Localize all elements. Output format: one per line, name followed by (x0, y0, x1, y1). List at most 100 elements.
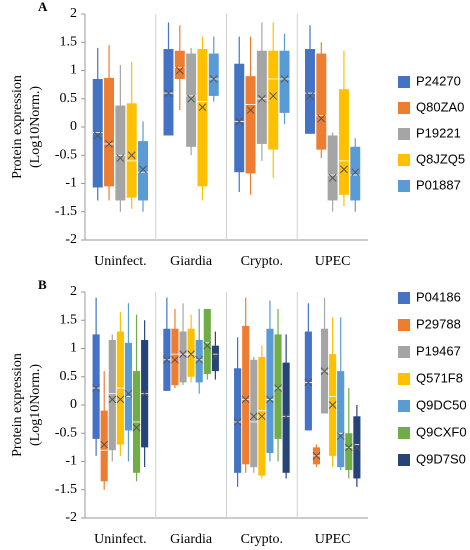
legend-swatch (398, 102, 410, 114)
mean-marker (336, 432, 345, 440)
mean-marker (246, 106, 255, 114)
box (187, 328, 195, 377)
box (350, 146, 361, 201)
y-tick-label: 1 (70, 63, 77, 78)
mean-marker (274, 384, 282, 392)
box (92, 78, 103, 188)
legend-swatch (398, 427, 410, 439)
mean-marker (93, 131, 102, 140)
mean-marker (175, 66, 184, 75)
y-tick-label: 1.5 (60, 312, 78, 327)
box (234, 63, 245, 173)
y-tick-label: -2 (65, 232, 77, 247)
y-tick-label: -1.5 (55, 204, 77, 219)
mean-marker (203, 341, 212, 350)
mean-marker (353, 443, 361, 452)
box (195, 340, 203, 383)
y-axis-label: Protein expression (10, 353, 25, 457)
box (124, 342, 133, 431)
panel-label: B (38, 277, 47, 292)
mean-marker (132, 423, 141, 432)
box (338, 89, 349, 195)
panel: B Protein expression (Log10Norm.) -2 -1.5 -1 -… (10, 277, 466, 547)
panel-label: A (38, 0, 48, 14)
box (234, 368, 242, 473)
mean-marker (258, 412, 266, 421)
mean-marker (211, 353, 220, 361)
legend-swatch (398, 373, 410, 385)
mean-marker (198, 103, 207, 112)
mean-marker (127, 151, 136, 160)
x-tick-label: Crypto. (241, 532, 283, 547)
box (208, 53, 219, 96)
mean-marker (317, 114, 326, 123)
mean-marker (241, 395, 250, 404)
box (345, 433, 353, 470)
y-tick-label: 0 (70, 119, 77, 134)
mean-marker (320, 367, 329, 375)
mean-marker (258, 94, 266, 103)
x-tick-label: Crypto. (241, 254, 283, 269)
legend-label: Q9CXF0 (416, 424, 467, 439)
x-tick-label: Uninfect. (94, 254, 146, 269)
y-tick-label: -0.5 (55, 147, 77, 162)
box (211, 345, 219, 372)
box (104, 77, 115, 187)
mean-marker (351, 168, 360, 177)
box (126, 103, 137, 198)
legend-label: P19221 (416, 125, 461, 140)
box (304, 331, 312, 431)
box (115, 105, 126, 201)
mean-marker (140, 389, 149, 398)
legend-swatch (398, 180, 410, 192)
y-tick-label: 1 (70, 341, 77, 356)
mean-marker (306, 92, 314, 100)
box (337, 371, 345, 468)
x-tick-label: UPEC (315, 532, 351, 547)
legend-swatch (398, 292, 410, 304)
legend-swatch (398, 346, 410, 358)
legend-label: P19467 (416, 343, 461, 358)
mean-marker (282, 412, 290, 421)
legend-swatch (398, 154, 410, 166)
x-tick-label: UPEC (315, 254, 351, 269)
box (100, 410, 108, 482)
mean-marker (233, 418, 242, 426)
legend-label: P29788 (416, 316, 461, 331)
legend-swatch (398, 128, 410, 140)
panel: A Protein expression (Log10Norm.) -2 -1.5 -1 -… (10, 0, 465, 269)
box (327, 135, 338, 201)
box (245, 76, 256, 174)
y-tick-label: -2 (65, 510, 77, 525)
x-tick-label: Giardia (170, 254, 213, 269)
legend-swatch (398, 454, 410, 466)
box (274, 334, 282, 439)
legend-swatch (398, 76, 410, 88)
mean-marker (266, 395, 274, 404)
mean-marker (179, 350, 187, 359)
legend-label: Q9D7S0 (416, 451, 466, 466)
y-tick-label: -1 (65, 454, 77, 469)
mean-marker (344, 443, 353, 452)
box (197, 49, 208, 187)
legend-label: Q80ZA0 (416, 99, 464, 114)
box (268, 50, 279, 150)
mean-marker (249, 412, 258, 421)
legend-swatch (398, 319, 410, 331)
mean-marker (312, 451, 321, 460)
mean-marker (340, 165, 348, 174)
box (242, 325, 250, 465)
box (256, 50, 267, 144)
legend-label: Q9DC50 (416, 397, 467, 412)
mean-marker (304, 378, 313, 387)
mean-marker (116, 395, 125, 404)
box (305, 49, 315, 134)
mean-marker (100, 440, 109, 449)
y-tick-label: 0.5 (60, 369, 78, 384)
mean-marker (235, 117, 244, 126)
legend-swatch (398, 400, 410, 412)
y-tick-label: -1 (65, 176, 77, 191)
y-tick-label: -0.5 (55, 425, 77, 440)
mean-marker (124, 389, 133, 398)
